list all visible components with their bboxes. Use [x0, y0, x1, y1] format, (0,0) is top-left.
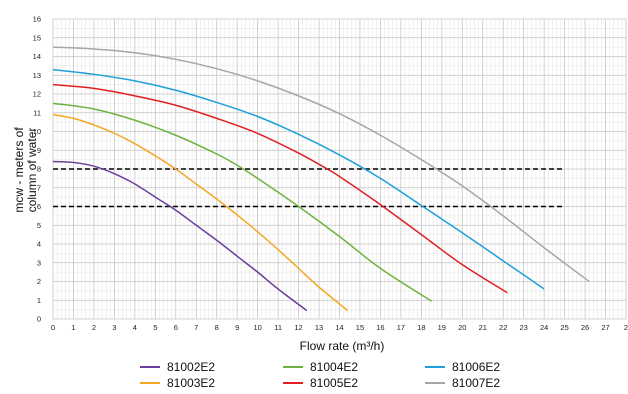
x-tick-label: 16: [376, 323, 384, 332]
legend-label: 81002E2: [167, 360, 215, 374]
legend-label: 81004E2: [310, 360, 358, 374]
x-tick-label: 3: [112, 323, 116, 332]
y-tick-label: 16: [33, 15, 41, 24]
y-axis-title-line-1: mcw - meters of: [12, 127, 26, 213]
x-tick-label: 26: [581, 323, 589, 332]
legend-label: 81005E2: [310, 376, 358, 390]
series-line-81005E2: [52, 83, 508, 294]
series-line-81003E2: [52, 113, 349, 312]
x-tick-label: 18: [417, 323, 425, 332]
x-tick-label: 17: [397, 323, 405, 332]
legend-label: 81006E2: [452, 360, 500, 374]
x-tick-label: 14: [335, 323, 343, 332]
x-tick-label: 0: [51, 323, 55, 332]
x-tick-label: 13: [315, 323, 323, 332]
y-tick-label: 14: [33, 52, 41, 61]
legend-label: 81007E2: [452, 376, 500, 390]
x-tick-label: 24: [540, 323, 548, 332]
legend-item-81005E2: 81005E2: [283, 376, 358, 390]
series-line-81002E2: [52, 160, 308, 312]
legend-item-81007E2: 81007E2: [425, 376, 500, 390]
y-tick-label: 12: [33, 90, 41, 99]
reference-lines: [53, 168, 565, 208]
series-line-81007E2: [52, 46, 590, 283]
x-tick-label: 10: [253, 323, 261, 332]
x-tick-label: 4: [133, 323, 137, 332]
y-tick-label: 11: [33, 108, 41, 117]
y-tick-label: 4: [37, 240, 41, 249]
y-tick-label: 10: [33, 127, 41, 136]
x-tick-labels: 0 1 2 3 4 5 6 7 8 9 10 11 12 13 14 15 16 17 18 19 20 21 22 23 24…: [51, 323, 628, 332]
x-tick-label: 11: [274, 323, 282, 332]
legend-item-81003E2: 81003E2: [140, 376, 215, 390]
legend-item-81004E2: 81004E2: [283, 360, 358, 374]
x-tick-label: 5: [153, 323, 157, 332]
x-tick-label: 2: [624, 323, 628, 332]
y-tick-label: 9: [37, 146, 41, 155]
legend: 81002E2 81003E2 81004E2 81005E2 81006E2 81007…: [140, 360, 500, 390]
y-tick-label: 15: [33, 33, 41, 42]
x-tick-label: 19: [438, 323, 446, 332]
y-tick-label: 0: [37, 315, 41, 324]
series-lines: [52, 46, 590, 312]
x-tick-label: 21: [479, 323, 487, 332]
legend-item-81006E2: 81006E2: [425, 360, 500, 374]
x-tick-label: 6: [174, 323, 178, 332]
y-tick-label: 3: [37, 258, 41, 267]
y-tick-label: 6: [37, 202, 41, 211]
y-axis-title: mcw - meters of column of water: [12, 127, 39, 213]
x-tick-label: 22: [499, 323, 507, 332]
x-tick-label: 23: [520, 323, 528, 332]
x-tick-label: 2: [92, 323, 96, 332]
y-tick-label: 2: [37, 277, 41, 286]
legend-item-81002E2: 81002E2: [140, 360, 215, 374]
x-tick-label: 12: [294, 323, 302, 332]
x-tick-label: 8: [215, 323, 219, 332]
x-tick-label: 7: [194, 323, 198, 332]
x-axis-title: Flow rate (m³/h): [300, 339, 385, 353]
y-axis-title-line-2: column of water: [25, 128, 39, 213]
y-tick-label: 13: [33, 71, 41, 80]
y-tick-label: 5: [37, 221, 41, 230]
x-tick-label: 25: [560, 323, 568, 332]
series-line-81004E2: [52, 102, 432, 302]
x-tick-label: 15: [356, 323, 364, 332]
legend-label: 81003E2: [167, 376, 215, 390]
y-tick-label: 1: [37, 296, 41, 305]
y-tick-label: 7: [37, 183, 41, 192]
series-line-81006E2: [52, 68, 545, 290]
y-tick-label: 8: [37, 165, 41, 174]
x-tick-label: 1: [71, 323, 75, 332]
x-tick-label: 27: [601, 323, 609, 332]
x-tick-label: 9: [235, 323, 239, 332]
x-tick-label: 20: [458, 323, 466, 332]
